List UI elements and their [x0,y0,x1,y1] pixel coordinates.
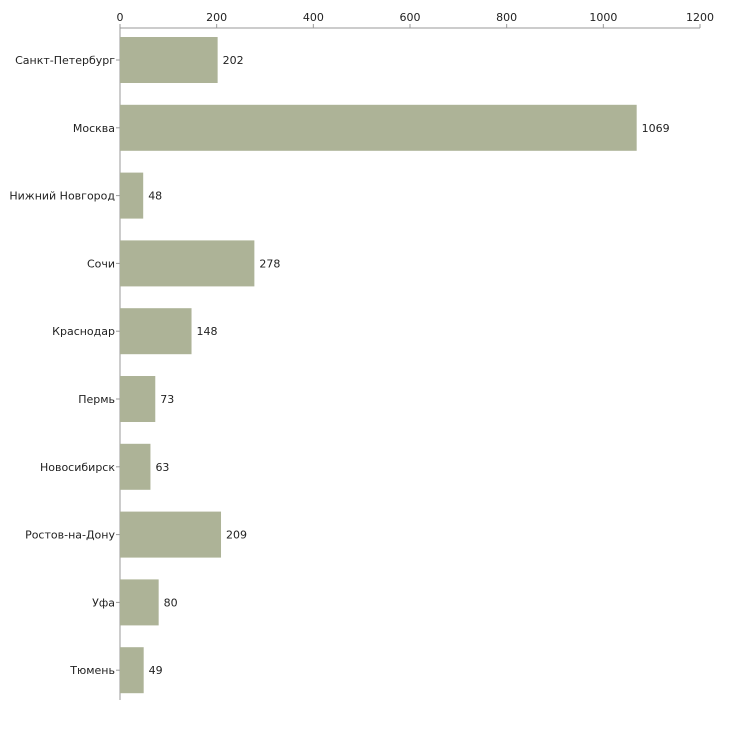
bar [120,376,156,422]
value-label: 202 [223,54,244,67]
category-label: Ростов-на-Дону [25,529,115,542]
category-label: Уфа [92,596,115,609]
bar [120,647,144,694]
category-label: Пермь [78,393,115,406]
bar [120,511,222,558]
x-tick-label: 1200 [686,11,714,24]
value-label: 48 [148,190,162,203]
bar [120,37,218,83]
x-tick-label: 200 [206,11,227,24]
category-label: Новосибирск [40,461,115,474]
bar [120,443,151,490]
x-tick-label: 1000 [589,11,617,24]
bar [120,240,255,287]
value-label: 63 [155,461,169,474]
category-label: Санкт-Петербург [15,54,115,67]
value-label: 80 [164,596,178,609]
value-label: 148 [197,325,218,338]
category-label: Сочи [87,257,115,270]
value-label: 209 [226,529,247,542]
value-label: 73 [160,393,174,406]
value-label: 278 [259,257,280,270]
x-tick-label: 400 [303,11,324,24]
x-tick-label: 600 [400,11,421,24]
bar [120,308,192,355]
category-label: Краснодар [52,325,115,338]
bar [120,579,159,626]
category-label: Москва [73,122,115,135]
bar [120,104,637,151]
x-tick-label: 800 [496,11,517,24]
value-label: 1069 [642,122,670,135]
value-label: 49 [149,664,163,677]
category-label: Тюмень [69,664,115,677]
x-tick-label: 0 [117,11,124,24]
bar [120,172,144,219]
category-label: Нижний Новгород [9,190,115,203]
